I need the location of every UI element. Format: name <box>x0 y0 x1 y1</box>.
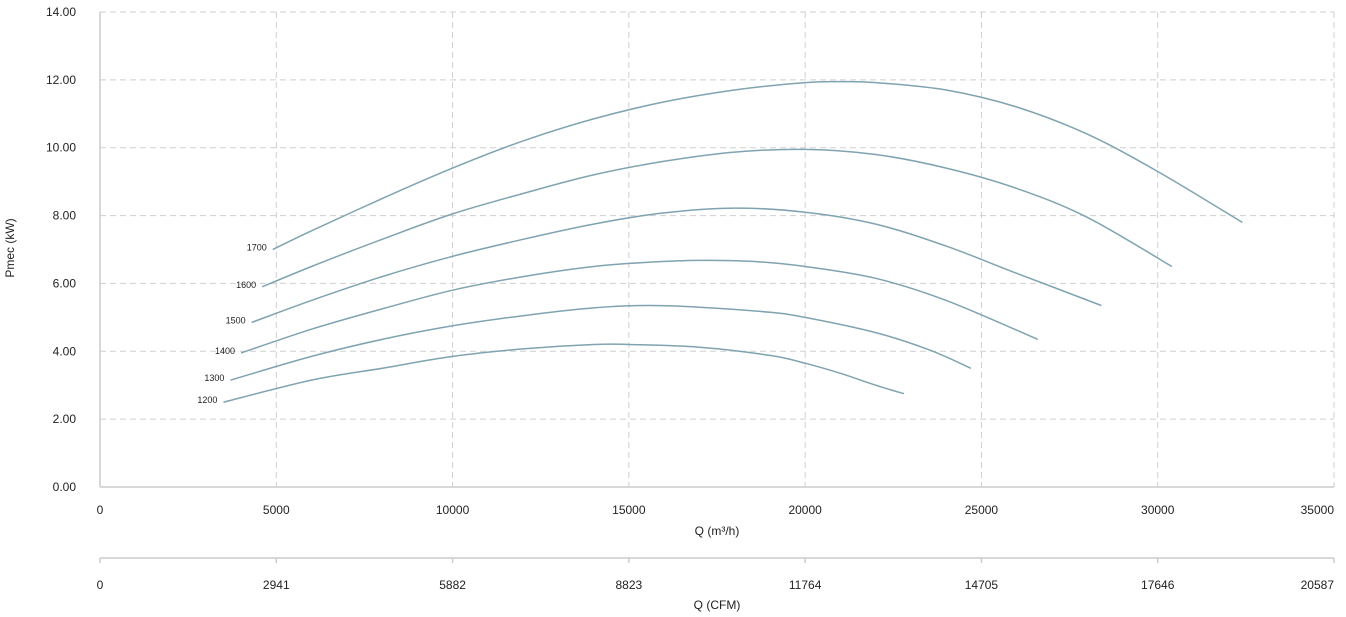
secondary-x-tick-labels: 0 2941 5882 8823 11764 14705 17646 20587 <box>97 558 1335 592</box>
curve-label-1500: 1500 <box>226 315 246 325</box>
x-tick-label: 10000 <box>436 503 470 517</box>
curve-1200 <box>223 343 905 403</box>
curves <box>223 80 1243 403</box>
curve-1500 <box>251 207 1102 324</box>
secondary-x-tick-label: 0 <box>97 578 104 592</box>
curve-1700 <box>272 80 1243 251</box>
y-tick-label: 6.00 <box>53 276 77 290</box>
x-tick-label: 35000 <box>1301 503 1335 517</box>
secondary-x-tick-label: 8823 <box>616 578 643 592</box>
y-axis-title: Pmec (kW) <box>3 218 17 277</box>
y-tick-label: 8.00 <box>53 209 77 223</box>
y-tick-label: 10.00 <box>46 141 76 155</box>
x-tick-label: 15000 <box>612 503 646 517</box>
x-tick-label: 5000 <box>263 503 290 517</box>
curve-label-1300: 1300 <box>204 373 224 383</box>
x-axis-title: Q (m³/h) <box>695 524 740 538</box>
secondary-x-tick-label: 2941 <box>263 578 290 592</box>
y-tick-label: 4.00 <box>53 344 77 358</box>
curve-1300 <box>230 304 972 381</box>
y-tick-labels: 0.00 2.00 4.00 6.00 8.00 10.00 12.00 14.00 <box>46 5 76 494</box>
secondary-x-axis-title: Q (CFM) <box>694 598 741 612</box>
grid-lines <box>100 11 1335 487</box>
x-tick-label: 0 <box>97 503 104 517</box>
axes <box>99 12 1334 559</box>
y-tick-label: 2.00 <box>53 412 77 426</box>
curve-labels: 1200 1300 1400 1500 1600 1700 <box>197 243 266 406</box>
curve-label-1600: 1600 <box>236 280 256 290</box>
x-tick-label: 25000 <box>965 503 999 517</box>
curve-label-1200: 1200 <box>197 395 217 405</box>
curve-1400 <box>240 259 1039 354</box>
x-tick-labels: 0 5000 10000 15000 20000 25000 30000 35000 <box>97 503 1335 517</box>
secondary-x-tick-label: 5882 <box>439 578 466 592</box>
y-tick-label: 14.00 <box>46 5 76 19</box>
secondary-x-tick-label: 14705 <box>965 578 999 592</box>
secondary-x-tick-label: 20587 <box>1301 578 1335 592</box>
curve-label-1400: 1400 <box>215 346 235 356</box>
secondary-x-tick-label: 17646 <box>1141 578 1175 592</box>
y-tick-label: 12.00 <box>46 73 76 87</box>
secondary-x-tick-label: 11764 <box>789 578 822 592</box>
curve-1600 <box>261 148 1173 288</box>
curve-label-1700: 1700 <box>247 243 267 253</box>
x-tick-label: 30000 <box>1141 503 1175 517</box>
y-tick-label: 0.00 <box>53 480 77 494</box>
x-tick-label: 20000 <box>788 503 822 517</box>
